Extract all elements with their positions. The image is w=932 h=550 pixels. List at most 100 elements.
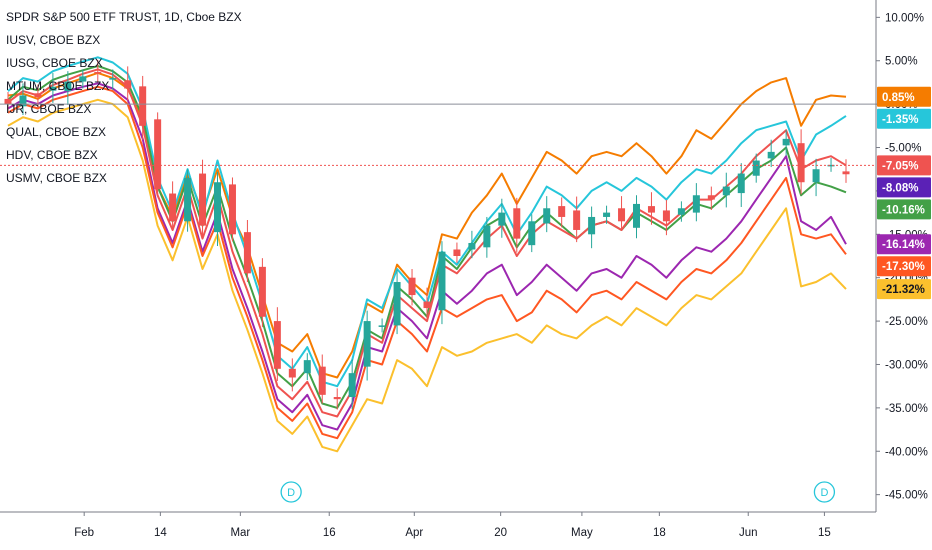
candle[interactable] <box>169 181 177 230</box>
candle[interactable] <box>184 169 192 232</box>
candle[interactable] <box>348 359 356 410</box>
candle-body <box>154 119 162 190</box>
candle[interactable] <box>752 153 760 183</box>
series-line-iusv[interactable] <box>7 68 847 418</box>
candle-body <box>827 164 835 167</box>
dividend-marker[interactable]: D <box>813 481 836 503</box>
candle[interactable] <box>273 307 281 381</box>
candle[interactable] <box>228 177 236 242</box>
candle[interactable] <box>483 216 491 258</box>
candle[interactable] <box>318 354 326 404</box>
candle[interactable] <box>453 242 461 263</box>
candle[interactable] <box>19 83 27 115</box>
candle[interactable] <box>124 66 132 101</box>
candle-body <box>288 368 296 378</box>
candle[interactable] <box>647 192 655 225</box>
candle-body <box>468 242 476 250</box>
legend-item-usmv[interactable]: USMV, CBOE BZX <box>6 171 107 185</box>
candle[interactable] <box>109 69 117 90</box>
candle[interactable] <box>558 197 566 228</box>
candle[interactable] <box>737 163 745 207</box>
candle[interactable] <box>662 200 670 236</box>
candle[interactable] <box>393 269 401 335</box>
candle[interactable] <box>468 230 476 259</box>
candle[interactable] <box>707 186 715 211</box>
candle[interactable] <box>214 171 221 247</box>
candle[interactable] <box>588 206 596 249</box>
candle[interactable] <box>603 205 611 224</box>
candle[interactable] <box>243 219 251 283</box>
candle-body <box>752 160 760 176</box>
candle-body <box>483 225 491 248</box>
last-value-badge: -8.08% <box>877 177 931 198</box>
candle[interactable] <box>408 269 416 306</box>
candle[interactable] <box>827 157 835 172</box>
candle-body <box>34 93 42 98</box>
y-tick-label: -30.00% <box>885 359 928 371</box>
candle-body <box>49 86 57 91</box>
series-line-usmv[interactable] <box>7 98 847 453</box>
x-tick-label: 20 <box>494 527 507 539</box>
candle-body <box>677 208 685 215</box>
badge-value: -10.16% <box>882 204 925 216</box>
x-axis[interactable]: Feb 14 Mar 16 Apr 20 May 18 Jun 15 <box>0 511 876 539</box>
candle[interactable] <box>618 196 626 230</box>
legend-item-mtum[interactable]: MTUM, CBOE BZX <box>6 79 110 93</box>
series-line-ijr[interactable] <box>7 82 847 431</box>
candle-body <box>243 232 251 274</box>
candle[interactable] <box>528 214 536 253</box>
candle-body <box>603 212 611 217</box>
candle[interactable] <box>692 183 700 222</box>
series-line-hdv[interactable] <box>7 85 847 440</box>
candle[interactable] <box>513 197 521 253</box>
candle[interactable] <box>363 310 371 381</box>
candle[interactable] <box>199 159 207 238</box>
candle[interactable] <box>4 91 12 112</box>
candle-body <box>109 78 117 80</box>
candle-body <box>573 210 581 230</box>
candle[interactable] <box>677 201 685 222</box>
candle-body <box>333 397 341 400</box>
last-value-badge: -17.30% <box>877 256 931 277</box>
candle[interactable] <box>288 358 296 392</box>
candle[interactable] <box>842 159 850 183</box>
candle-body <box>722 186 730 196</box>
candle-body <box>528 221 536 246</box>
candle[interactable] <box>94 59 102 82</box>
candle[interactable] <box>333 388 341 410</box>
candle-body <box>662 210 670 222</box>
legend-item-iusv[interactable]: IUSV, CBOE BZX <box>6 33 101 47</box>
candle-body <box>782 138 790 146</box>
legend-item-ijr[interactable]: IJR, CBOE BZX <box>6 102 92 116</box>
legend-title[interactable]: SPDR S&P 500 ETF TRUST, 1D, Cboe BZX <box>6 10 242 24</box>
candle[interactable] <box>543 196 551 233</box>
candle[interactable] <box>423 287 431 321</box>
candle[interactable] <box>722 172 730 208</box>
candle[interactable] <box>782 130 790 156</box>
candle[interactable] <box>303 353 311 381</box>
dividend-marker[interactable]: D <box>280 481 302 503</box>
legend-item-hdv[interactable]: HDV, CBOE BZX <box>6 148 98 162</box>
last-value-badge: 0.85% <box>877 86 931 107</box>
candle[interactable] <box>498 198 506 238</box>
candle[interactable] <box>573 196 581 243</box>
legend-item-qual[interactable]: QUAL, CBOE BZX <box>6 125 107 139</box>
y-tick-label: -45.00% <box>885 490 928 502</box>
candle[interactable] <box>139 75 147 140</box>
x-tick-label: Jun <box>739 527 758 539</box>
candle[interactable] <box>64 71 72 106</box>
candle[interactable] <box>633 195 640 239</box>
y-tick-label: -25.00% <box>885 316 928 328</box>
candle-body <box>378 325 386 327</box>
candle[interactable] <box>797 129 805 195</box>
candle[interactable] <box>767 139 775 168</box>
candle[interactable] <box>49 72 57 103</box>
candle[interactable] <box>258 258 266 328</box>
candle[interactable] <box>154 112 162 197</box>
candle[interactable] <box>438 241 446 325</box>
candle[interactable] <box>79 69 87 89</box>
legend-item-iusg[interactable]: IUSG, CBOE BZX <box>6 56 103 70</box>
candle[interactable] <box>378 318 386 333</box>
